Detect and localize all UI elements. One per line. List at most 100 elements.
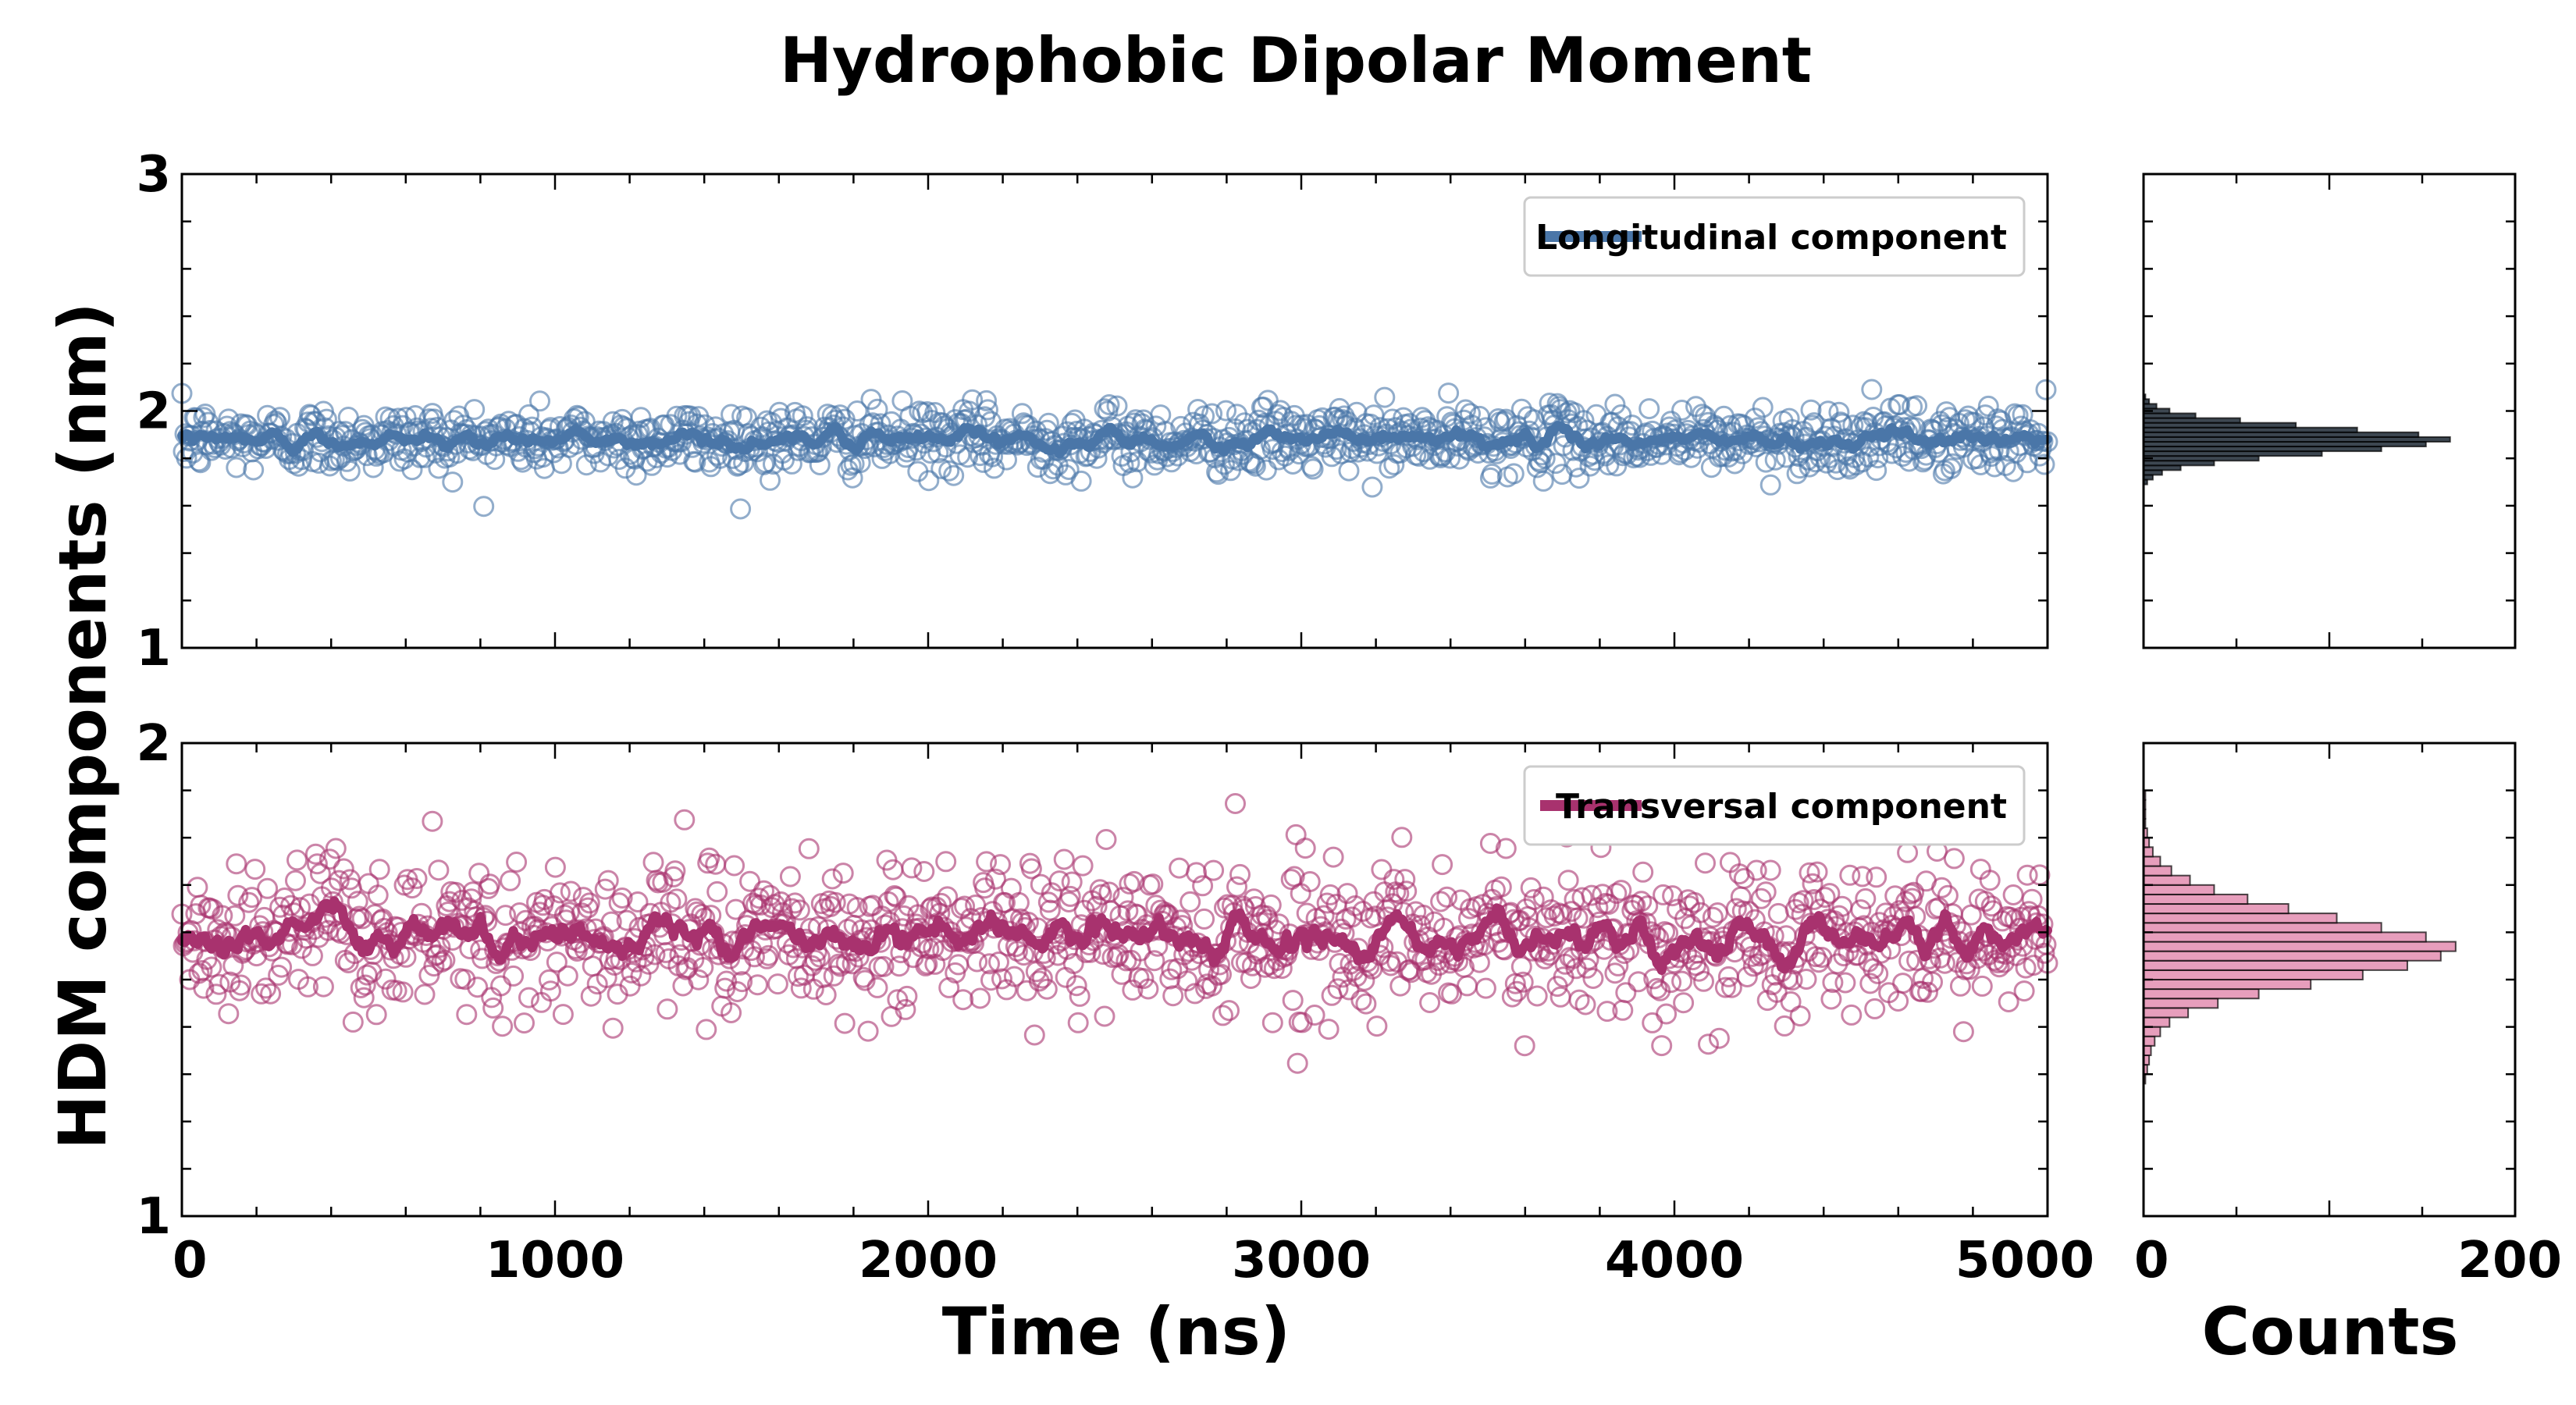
data-point xyxy=(1098,394,1120,415)
data-point xyxy=(1864,998,1886,1019)
data-point xyxy=(1881,443,1903,464)
panel-bottom-ytick-label: 1 xyxy=(136,1188,171,1246)
data-point xyxy=(442,471,464,493)
data-point xyxy=(529,390,550,412)
panel-top-hist-frame xyxy=(2142,173,2517,649)
data-point xyxy=(1194,908,1215,930)
data-point xyxy=(760,469,781,491)
data-point xyxy=(1122,467,1144,489)
data-point xyxy=(428,859,450,881)
data-point xyxy=(2013,980,2035,1002)
histogram-bar xyxy=(2143,893,2249,905)
data-point xyxy=(815,984,837,1005)
panel-bottom-hist-xtick-label: 200 xyxy=(2457,1232,2562,1289)
data-point xyxy=(1067,1012,1089,1033)
data-point xyxy=(1206,461,1228,483)
data-point xyxy=(1828,401,1850,423)
data-point xyxy=(187,877,208,898)
data-point xyxy=(1201,403,1223,425)
data-point xyxy=(1203,859,1225,881)
data-point xyxy=(1438,382,1460,404)
data-point xyxy=(656,998,678,1020)
panel-bottom-xtick-label: 5000 xyxy=(1955,1232,2094,1289)
data-point xyxy=(1330,443,1352,464)
data-point xyxy=(257,877,279,899)
data-point xyxy=(456,1004,478,1026)
panel-bottom-ytick-label: 2 xyxy=(136,715,171,773)
data-point xyxy=(1706,902,1728,923)
data-point xyxy=(368,859,390,880)
data-point xyxy=(518,987,539,1008)
legend: Transversal component xyxy=(1523,765,2026,846)
data-point xyxy=(1897,841,1919,863)
data-point xyxy=(1568,468,1590,489)
data-point xyxy=(1906,395,1928,417)
data-point xyxy=(1094,1005,1115,1027)
data-point xyxy=(1668,444,1690,466)
data-point xyxy=(557,965,578,987)
data-point xyxy=(1302,458,1324,480)
panel-bottom-xtick-label: 1000 xyxy=(486,1232,624,1289)
data-point xyxy=(506,852,528,873)
data-point xyxy=(1255,459,1277,481)
data-point xyxy=(1481,463,1503,485)
data-point xyxy=(1778,407,1800,429)
histogram-bar xyxy=(2143,846,2154,858)
data-point xyxy=(342,1011,364,1033)
data-point xyxy=(1457,975,1478,997)
data-point xyxy=(1490,876,1512,898)
data-point xyxy=(1475,977,1496,999)
data-point xyxy=(285,870,306,891)
data-point xyxy=(970,987,991,1009)
data-point xyxy=(625,464,647,486)
data-point xyxy=(1061,871,1083,893)
data-point xyxy=(414,984,436,1005)
histogram-bar xyxy=(2143,884,2215,895)
data-point xyxy=(1355,993,1377,1015)
histogram-bar xyxy=(2143,941,2457,952)
data-point xyxy=(943,464,965,486)
histogram-bar xyxy=(2143,950,2442,962)
data-point xyxy=(1229,863,1251,885)
data-point xyxy=(642,852,664,873)
data-point xyxy=(901,857,923,879)
data-point xyxy=(930,457,952,479)
histogram-bar xyxy=(2143,865,2172,877)
data-point xyxy=(1058,459,1080,480)
data-point xyxy=(674,809,696,831)
panel-bottom-xtick-label: 3000 xyxy=(1232,1232,1371,1289)
histogram-bar xyxy=(2143,998,2219,1009)
data-point xyxy=(518,404,539,425)
data-point xyxy=(1286,1052,1308,1074)
data-point xyxy=(367,884,389,906)
data-point xyxy=(1460,403,1481,425)
data-point xyxy=(1943,848,1965,870)
data-point xyxy=(1673,992,1695,1014)
data-point xyxy=(1226,876,1247,898)
data-point xyxy=(226,853,247,875)
data-point xyxy=(1642,1012,1663,1033)
data-point xyxy=(1841,1004,1863,1026)
data-point xyxy=(832,863,854,884)
data-point xyxy=(1243,453,1265,475)
data-point xyxy=(1294,838,1316,859)
data-point xyxy=(1534,447,1556,469)
data-point xyxy=(685,451,706,473)
data-point xyxy=(730,498,752,520)
data-point xyxy=(1750,887,1772,909)
data-point xyxy=(1755,881,1777,903)
data-point xyxy=(2029,864,2051,886)
data-point xyxy=(1408,445,1430,467)
data-point xyxy=(1493,411,1515,432)
top-histogram-panel xyxy=(2142,173,2517,649)
data-point xyxy=(1764,449,1786,471)
data-point xyxy=(666,405,688,427)
data-point xyxy=(1800,399,1822,421)
data-point xyxy=(792,405,813,427)
data-point xyxy=(500,870,521,891)
data-point xyxy=(503,965,525,987)
data-point xyxy=(226,457,247,478)
data-point xyxy=(1366,1016,1388,1037)
data-point xyxy=(798,838,820,859)
data-point xyxy=(846,400,868,422)
